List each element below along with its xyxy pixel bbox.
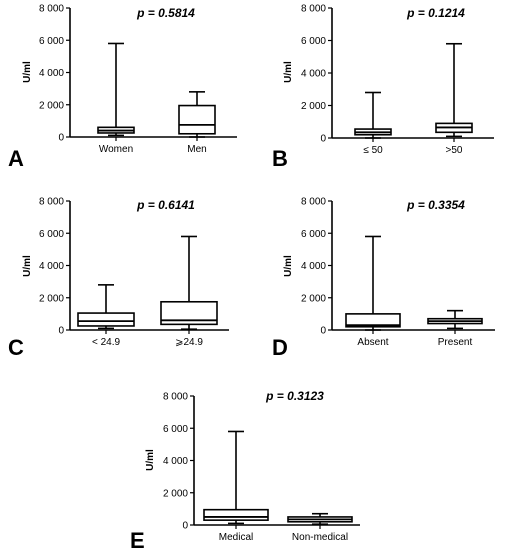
iqr-box: [160, 300, 218, 326]
chart-panel-e: 0 2 000 4 000 6 000 8 000 U/ml p = 0.3123 E Medi…: [130, 389, 360, 550]
category-label: Medical: [219, 532, 253, 543]
y-tick-label: 2 000: [301, 293, 326, 304]
chart-title: p = 0.1214: [406, 6, 465, 20]
y-tick-label: 2 000: [39, 100, 64, 111]
y-tick-label: 4 000: [163, 456, 188, 467]
box-0: Women: [97, 42, 135, 155]
chart-title: p = 0.3354: [406, 198, 465, 212]
y-tick-label: 0: [320, 326, 326, 337]
y-tick-label: 0: [58, 326, 64, 337]
chart-panel-d: 0 2 000 4 000 6 000 8 000 U/ml p = 0.3354 D Abse…: [272, 197, 495, 360]
category-label: Non-medical: [292, 532, 348, 543]
box-0: Medical: [203, 430, 269, 543]
y-tick-label: 0: [58, 133, 64, 144]
box-0: ≤ 50: [354, 91, 392, 156]
category-label: < 24.9: [92, 337, 121, 348]
iqr-box: [345, 313, 401, 328]
chart-panel-b: 0 2 000 4 000 6 000 8 000 U/ml p = 0.1214 B ≤ 50…: [272, 4, 494, 171]
chart-title: p = 0.5814: [136, 6, 195, 20]
box-0: < 24.9: [77, 284, 135, 348]
y-tick-label: 8 000: [39, 197, 64, 208]
chart-title: p = 0.6141: [136, 198, 195, 212]
box-1: Present: [427, 309, 483, 348]
y-tick-label: 8 000: [301, 197, 326, 208]
panel-letter: D: [272, 335, 288, 360]
y-tick-label: 6 000: [163, 424, 188, 435]
category-label: Women: [99, 144, 133, 155]
box-1: Non-medical: [287, 512, 353, 543]
y-axis-label: U/ml: [283, 255, 294, 277]
y-tick-label: 6 000: [301, 229, 326, 240]
box-1: Men: [178, 91, 216, 155]
y-tick-label: 0: [320, 134, 326, 145]
y-axis-label: U/ml: [22, 255, 33, 277]
category-label: Men: [187, 144, 206, 155]
category-label: Absent: [357, 337, 388, 348]
y-tick-label: 2 000: [301, 101, 326, 112]
panel-letter: C: [8, 335, 24, 360]
y-tick-label: 4 000: [301, 261, 326, 272]
y-tick-label: 2 000: [163, 488, 188, 499]
y-axis-label: U/ml: [22, 61, 33, 83]
y-tick-label: 8 000: [163, 392, 188, 403]
y-tick-label: 6 000: [39, 36, 64, 47]
category-label: ≤ 50: [363, 145, 383, 156]
y-tick-label: 6 000: [301, 36, 326, 47]
panel-letter: E: [130, 528, 145, 550]
panel-letter: A: [8, 146, 24, 171]
y-axis-label: U/ml: [145, 449, 156, 471]
chart-panel-c: 0 2 000 4 000 6 000 8 000 U/ml p = 0.6141 C < 24…: [8, 197, 229, 360]
category-label: Present: [438, 337, 473, 348]
category-label: >50: [446, 145, 463, 156]
y-tick-label: 0: [182, 521, 188, 532]
box-1: ⩾24.9: [160, 235, 218, 348]
iqr-box: [77, 312, 135, 327]
iqr-box: [203, 508, 269, 521]
y-tick-label: 4 000: [39, 261, 64, 272]
y-axis-label: U/ml: [283, 61, 294, 83]
y-tick-label: 2 000: [39, 293, 64, 304]
iqr-box: [178, 104, 216, 135]
y-tick-label: 6 000: [39, 229, 64, 240]
category-label: ⩾24.9: [175, 337, 203, 348]
box-1: >50: [435, 42, 473, 156]
chart-title: p = 0.3123: [265, 389, 324, 403]
y-tick-label: 8 000: [39, 4, 64, 15]
panel-letter: B: [272, 146, 288, 171]
chart-panel-a: 0 2 000 4 000 6 000 8 000 U/ml p = 0.5814 A Wome…: [8, 4, 237, 171]
y-tick-label: 4 000: [39, 68, 64, 79]
y-tick-label: 8 000: [301, 4, 326, 15]
box-0: Absent: [345, 235, 401, 348]
y-tick-label: 4 000: [301, 69, 326, 80]
